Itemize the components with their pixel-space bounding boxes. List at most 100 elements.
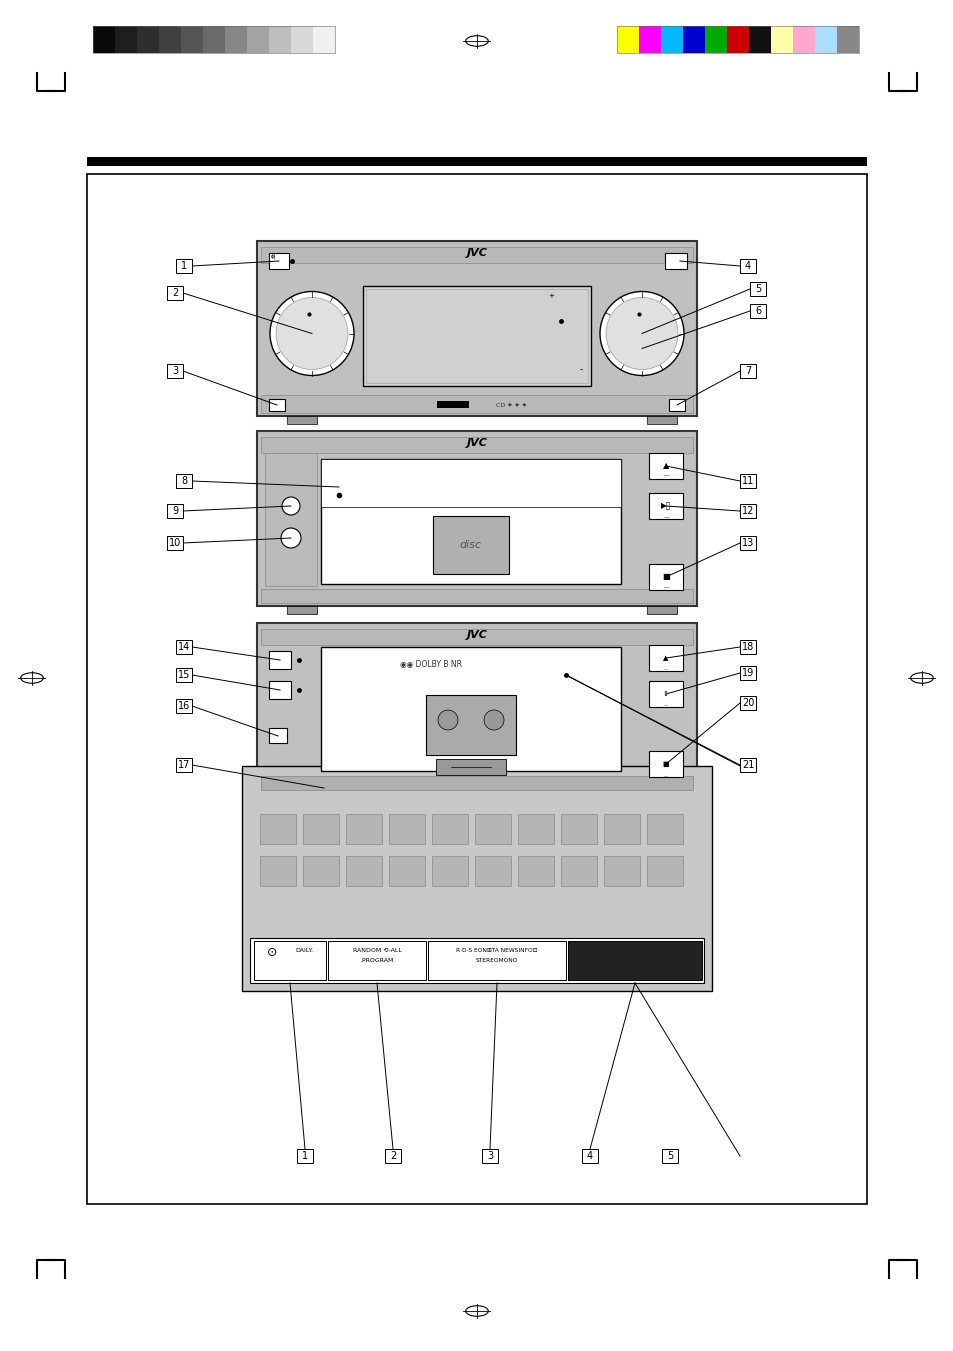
- Text: 21: 21: [741, 761, 754, 770]
- Bar: [366, 289, 587, 382]
- Text: 9: 9: [172, 507, 178, 516]
- Ellipse shape: [465, 35, 488, 46]
- Bar: [242, 766, 711, 992]
- Bar: [581, 1148, 598, 1163]
- Text: -: -: [578, 366, 582, 374]
- Bar: [682, 26, 704, 53]
- Bar: [475, 857, 511, 886]
- Bar: [426, 694, 516, 755]
- Text: ⊙: ⊙: [267, 947, 277, 959]
- Bar: [167, 363, 183, 378]
- Bar: [261, 589, 692, 603]
- Bar: [256, 431, 697, 607]
- Bar: [648, 751, 682, 777]
- Text: —: —: [663, 774, 667, 778]
- Bar: [250, 938, 703, 984]
- Text: 1: 1: [301, 1151, 308, 1161]
- Bar: [560, 815, 597, 844]
- Text: 18: 18: [741, 642, 753, 653]
- Bar: [617, 26, 639, 53]
- Text: 3: 3: [486, 1151, 493, 1161]
- Text: 2: 2: [172, 288, 178, 299]
- Text: 5: 5: [754, 284, 760, 295]
- Text: ↕: ↕: [662, 690, 668, 697]
- Bar: [346, 815, 381, 844]
- Bar: [436, 759, 505, 775]
- Text: 17: 17: [177, 761, 190, 770]
- Bar: [320, 459, 620, 507]
- Bar: [740, 758, 755, 771]
- Bar: [328, 942, 426, 979]
- Text: 11: 11: [741, 476, 753, 486]
- Bar: [603, 857, 639, 886]
- Bar: [167, 536, 183, 550]
- Text: JVC: JVC: [466, 438, 487, 449]
- Bar: [517, 815, 554, 844]
- Text: 16: 16: [177, 701, 190, 711]
- Text: JVC: JVC: [466, 249, 487, 258]
- Text: 10: 10: [169, 538, 181, 549]
- Bar: [115, 26, 137, 53]
- Bar: [92, 26, 115, 53]
- Text: —: —: [662, 473, 668, 478]
- Bar: [740, 259, 755, 273]
- Bar: [261, 436, 692, 453]
- Text: 20: 20: [741, 698, 754, 708]
- Bar: [617, 26, 858, 53]
- Bar: [603, 815, 639, 844]
- Bar: [740, 363, 755, 378]
- Text: 8: 8: [181, 476, 187, 486]
- Bar: [792, 26, 814, 53]
- Bar: [639, 26, 660, 53]
- Bar: [475, 815, 511, 844]
- Text: +: +: [547, 293, 554, 299]
- Text: ■: ■: [661, 573, 669, 581]
- Text: ■: ■: [662, 761, 669, 767]
- Text: —: —: [663, 667, 667, 671]
- Bar: [175, 474, 192, 488]
- Bar: [704, 26, 726, 53]
- Bar: [389, 815, 424, 844]
- Bar: [269, 651, 291, 669]
- Bar: [646, 857, 682, 886]
- Bar: [159, 26, 181, 53]
- Bar: [87, 174, 866, 1204]
- Bar: [648, 644, 682, 671]
- Bar: [646, 793, 677, 801]
- Bar: [181, 26, 203, 53]
- Circle shape: [275, 297, 348, 370]
- Text: STEREOMONO: STEREOMONO: [476, 958, 517, 963]
- Circle shape: [281, 528, 301, 549]
- Bar: [481, 1148, 497, 1163]
- Text: ▶⏸: ▶⏸: [660, 501, 671, 511]
- Bar: [646, 416, 677, 424]
- Bar: [175, 698, 192, 713]
- Bar: [748, 26, 770, 53]
- Bar: [668, 399, 684, 411]
- Bar: [749, 304, 765, 317]
- Bar: [660, 26, 682, 53]
- Text: JVC: JVC: [466, 630, 487, 640]
- Circle shape: [270, 292, 354, 376]
- Bar: [225, 26, 247, 53]
- Bar: [436, 401, 469, 408]
- Bar: [261, 630, 692, 644]
- Bar: [296, 1148, 313, 1163]
- Text: CD ✦ ✦ ✦: CD ✦ ✦ ✦: [496, 403, 527, 408]
- Text: 7: 7: [744, 366, 750, 376]
- Bar: [814, 26, 836, 53]
- Text: 2: 2: [390, 1151, 395, 1161]
- Bar: [175, 259, 192, 273]
- Bar: [269, 399, 285, 411]
- Bar: [303, 857, 338, 886]
- Bar: [269, 26, 291, 53]
- Bar: [261, 775, 692, 790]
- Bar: [648, 681, 682, 707]
- Circle shape: [282, 497, 299, 515]
- Bar: [385, 1148, 400, 1163]
- Circle shape: [605, 297, 678, 370]
- Bar: [261, 775, 692, 790]
- Bar: [247, 26, 269, 53]
- Bar: [567, 942, 701, 979]
- Bar: [256, 623, 697, 793]
